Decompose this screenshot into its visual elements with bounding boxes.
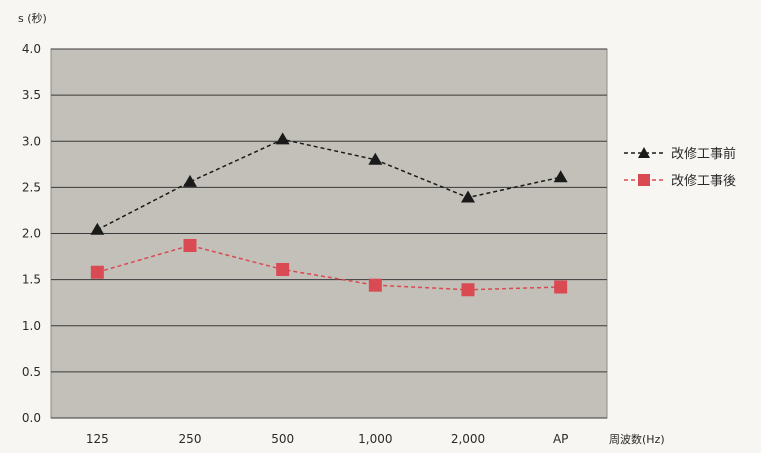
- x-tick-label: 1,000: [358, 432, 392, 446]
- x-axis-ticks: 125 250 500 1,000 2,000 AP: [86, 432, 569, 446]
- y-tick-label: 2.0: [22, 227, 41, 241]
- x-tick-label: 125: [86, 432, 109, 446]
- y-tick-label: 1.5: [22, 273, 41, 287]
- x-axis-label: 周波数(Hz): [609, 433, 665, 446]
- data-point: [554, 280, 568, 294]
- legend-label: 改修工事前: [671, 146, 736, 162]
- series-2: [90, 238, 568, 297]
- data-point: [90, 222, 105, 235]
- legend-label: 改修工事後: [671, 174, 736, 189]
- series-group: [90, 132, 568, 297]
- y-axis-ticks: 0.0 0.5 1.0 1.5 2.0 2.5 3.0 3.5 4.0: [22, 42, 41, 425]
- data-point: [90, 265, 104, 279]
- y-tick-label: 3.0: [22, 134, 41, 148]
- legend-item: 改修工事後: [624, 174, 736, 189]
- series-line: [96, 138, 561, 231]
- legend-marker: [638, 147, 650, 158]
- x-tick-label: 500: [271, 432, 294, 446]
- y-tick-label: 0.5: [22, 365, 41, 379]
- series-line: [97, 244, 561, 291]
- legend-item: 改修工事前: [624, 146, 736, 162]
- data-point: [553, 170, 568, 183]
- y-tick-label: 4.0: [22, 42, 41, 56]
- x-tick-label: 2,000: [451, 432, 485, 446]
- y-tick-label: 2.5: [22, 180, 41, 194]
- legend-marker: [638, 174, 650, 186]
- data-point: [368, 278, 382, 292]
- data-point: [276, 262, 290, 276]
- x-tick-label: 250: [179, 432, 202, 446]
- y-tick-label: 1.0: [22, 319, 41, 333]
- data-point: [183, 238, 197, 252]
- y-tick-label: 0.0: [22, 411, 41, 425]
- data-point: [183, 174, 197, 187]
- y-tick-label: 3.5: [22, 88, 41, 102]
- data-point: [368, 152, 383, 165]
- series-1: [90, 132, 568, 235]
- data-point: [461, 283, 475, 297]
- data-point: [275, 132, 290, 145]
- data-point: [461, 190, 475, 203]
- x-tick-label: AP: [553, 432, 568, 446]
- y-axis-label: s (秒): [18, 11, 47, 25]
